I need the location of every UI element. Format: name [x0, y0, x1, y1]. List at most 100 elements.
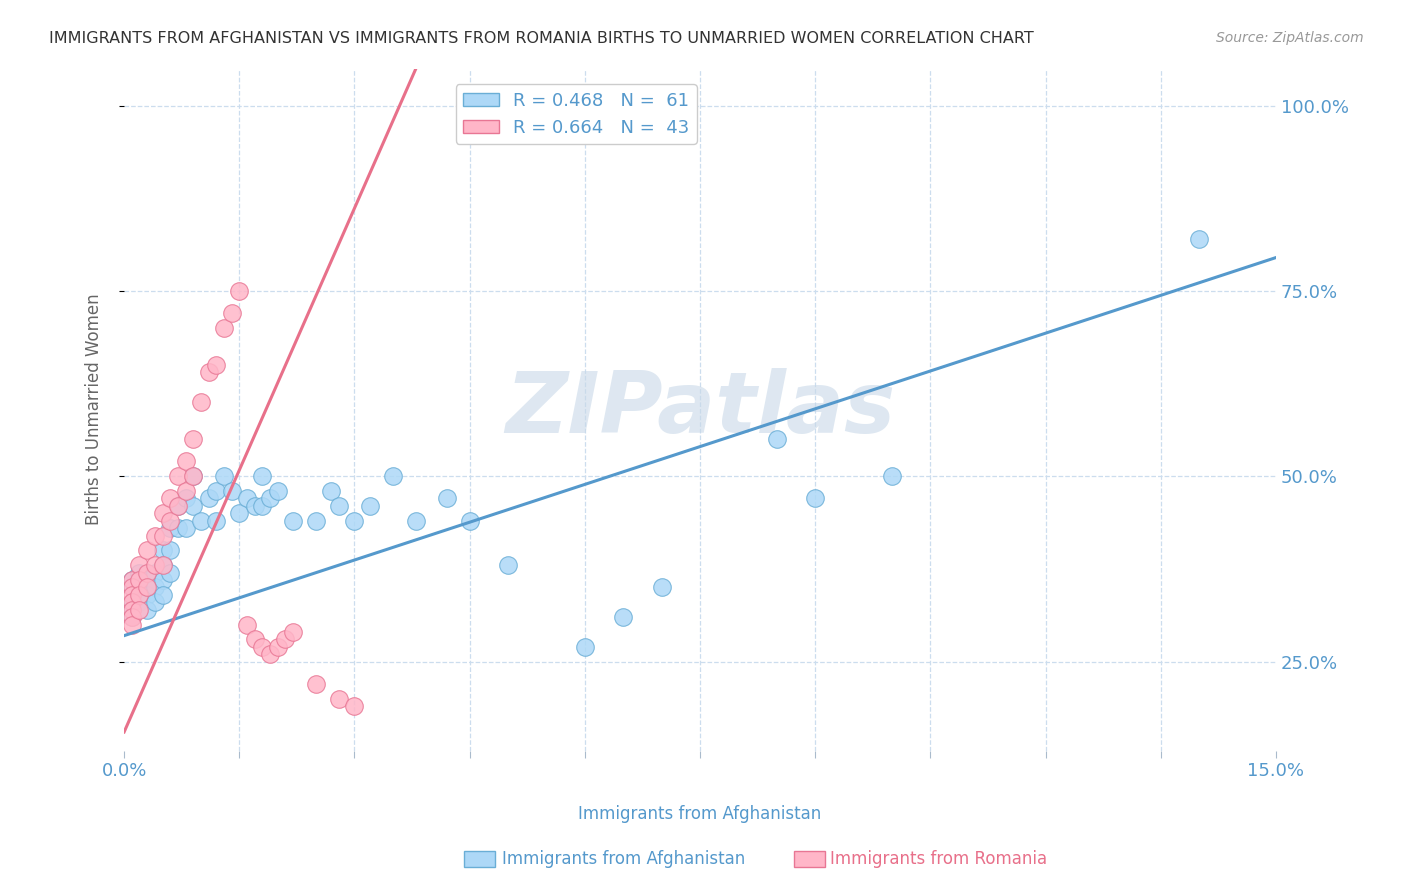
Text: Immigrants from Afghanistan: Immigrants from Afghanistan [502, 850, 745, 868]
Point [167, 521, 190, 535]
Point [236, 617, 259, 632]
Point [267, 640, 290, 654]
Point [205, 358, 228, 372]
Point [152, 506, 174, 520]
Point [252, 469, 274, 483]
Point [236, 491, 259, 506]
Point [136, 566, 159, 580]
Point [128, 566, 150, 580]
Point [136, 566, 159, 580]
Legend: R = 0.468   N =  61, R = 0.664   N =  43: R = 0.468 N = 61, R = 0.664 N = 43 [456, 85, 697, 144]
Point [174, 491, 197, 506]
Point [143, 581, 166, 595]
Text: ZIPatlas: ZIPatlas [505, 368, 896, 451]
Point [128, 573, 150, 587]
Point [159, 543, 181, 558]
Point [152, 588, 174, 602]
Point [174, 454, 197, 468]
Point [136, 573, 159, 587]
Point [436, 491, 458, 506]
Point [181, 499, 204, 513]
Point [305, 677, 328, 691]
Point [458, 514, 481, 528]
Point [121, 595, 143, 609]
Point [343, 514, 366, 528]
Point [152, 543, 174, 558]
Point [205, 484, 228, 499]
Point [159, 491, 181, 506]
Point [136, 543, 159, 558]
Point [574, 640, 596, 654]
Point [128, 588, 150, 602]
Point [121, 581, 143, 595]
Point [359, 499, 381, 513]
Point [243, 499, 266, 513]
Point [159, 521, 181, 535]
Text: Immigrants from Afghanistan: Immigrants from Afghanistan [578, 805, 821, 823]
Point [252, 499, 274, 513]
Point [281, 514, 304, 528]
Text: Source: ZipAtlas.com: Source: ZipAtlas.com [1216, 31, 1364, 45]
Point [274, 632, 297, 647]
Point [228, 284, 250, 298]
Point [267, 484, 290, 499]
Point [121, 588, 143, 602]
Point [259, 647, 281, 661]
Point [159, 566, 181, 580]
Point [197, 491, 219, 506]
Point [121, 610, 143, 624]
Point [197, 366, 219, 380]
Point [212, 321, 235, 335]
Text: IMMIGRANTS FROM AFGHANISTAN VS IMMIGRANTS FROM ROMANIA BIRTHS TO UNMARRIED WOMEN: IMMIGRANTS FROM AFGHANISTAN VS IMMIGRANT… [49, 31, 1033, 46]
Point [181, 469, 204, 483]
Point [880, 469, 903, 483]
Point [212, 469, 235, 483]
Point [121, 617, 143, 632]
Point [221, 484, 243, 499]
Point [143, 595, 166, 609]
Point [128, 595, 150, 609]
Point [121, 573, 143, 587]
Point [181, 432, 204, 446]
Point [128, 588, 150, 602]
Point [128, 558, 150, 573]
Point [343, 699, 366, 714]
Point [281, 624, 304, 639]
Point [174, 521, 197, 535]
Point [221, 306, 243, 320]
Y-axis label: Births to Unmarried Women: Births to Unmarried Women [86, 293, 103, 525]
Point [190, 514, 212, 528]
Point [405, 514, 427, 528]
Point [174, 484, 197, 499]
Point [612, 610, 634, 624]
Point [121, 610, 143, 624]
Point [136, 603, 159, 617]
Point [143, 528, 166, 542]
Point [143, 558, 166, 573]
Point [651, 581, 673, 595]
Point [381, 469, 404, 483]
Point [143, 566, 166, 580]
Point [121, 581, 143, 595]
Point [167, 499, 190, 513]
Point [328, 499, 350, 513]
Point [190, 395, 212, 409]
Point [159, 514, 181, 528]
Point [121, 603, 143, 617]
Point [167, 469, 190, 483]
Point [205, 514, 228, 528]
Point [152, 558, 174, 573]
Point [136, 581, 159, 595]
Point [152, 558, 174, 573]
Point [121, 595, 143, 609]
Point [152, 528, 174, 542]
Point [243, 632, 266, 647]
Point [496, 558, 519, 573]
Point [121, 573, 143, 587]
Point [305, 514, 328, 528]
Point [766, 432, 789, 446]
Point [121, 603, 143, 617]
Text: Immigrants from Romania: Immigrants from Romania [830, 850, 1046, 868]
Point [328, 691, 350, 706]
Point [152, 573, 174, 587]
